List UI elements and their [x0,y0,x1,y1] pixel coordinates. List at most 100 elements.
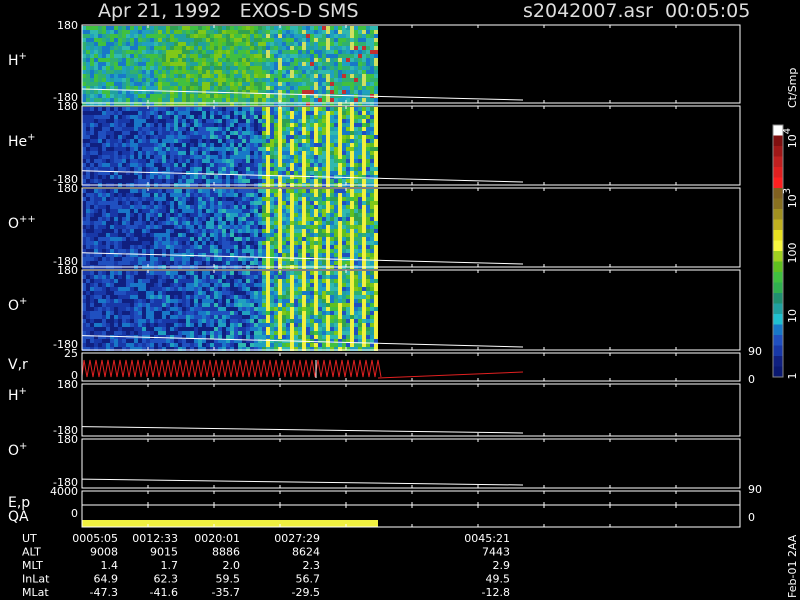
spectrogram-cell [350,175,354,179]
spectrogram-cell [250,131,254,135]
spectrogram-cell [102,299,106,303]
spectrogram-cell [142,283,146,287]
spectrogram-cell [230,26,234,30]
spectrogram-cell [110,205,114,209]
spectrogram-cell [162,98,166,102]
spectrogram-cell [142,197,146,201]
spectrogram-cell [358,233,362,237]
spectrogram-cell [306,66,310,70]
spectrogram-cell [298,225,302,229]
spectrogram-cell [158,175,162,179]
spectrogram-cell [154,221,158,225]
spectrogram-cell [342,249,346,253]
spectrogram-cell [138,197,142,201]
spectrogram-cell [130,299,134,303]
spectrogram-cell [126,86,130,90]
spectrogram-cell [170,78,174,82]
spectrogram-cell [218,189,222,193]
spectrogram-cell [218,123,222,127]
spectrogram-cell [202,249,206,253]
spectrogram-cell [86,315,90,319]
spectrogram-cell [302,98,306,102]
spectrogram-cell [174,42,178,46]
spectrogram-cell [214,213,218,217]
spectrogram-cell [102,70,106,74]
spectrogram-cell [162,123,166,127]
spectrogram-cell [122,30,126,34]
spectrogram-cell [330,46,334,50]
spectrogram-cell [302,217,306,221]
spectrogram-cell [130,86,134,90]
spectrogram-cell [222,50,226,54]
spectrogram-cell [318,237,322,241]
spectrogram-cell [82,347,86,351]
spectrogram-cell [214,201,218,205]
spectrogram-cell [278,261,282,265]
spectrogram-cell [238,34,242,38]
spectrogram-cell [226,159,230,163]
spectrogram-cell [182,102,186,106]
spectrogram-cell [234,46,238,50]
spectrogram-cell [278,237,282,241]
spectrogram-cell [138,46,142,50]
spectrogram-cell [314,135,318,139]
spectrogram-cell [370,237,374,241]
spectrogram-cell [314,115,318,119]
spectrogram-cell [114,327,118,331]
spectrogram-cell [114,311,118,315]
spectrogram-cell [214,66,218,70]
spectrogram-cell [202,139,206,143]
spectrogram-cell [194,123,198,127]
spectrogram-cell [82,257,86,261]
spectrogram-cell [130,135,134,139]
spectrogram-cell [138,347,142,351]
spectrogram-cell [358,179,362,183]
spectrogram-cell [174,38,178,42]
spectrogram-cell [318,201,322,205]
spectrogram-cell [290,115,294,119]
spectrogram-cell [110,217,114,221]
spectrogram-cell [250,66,254,70]
spectrogram-cell [234,111,238,115]
spectrogram-cell [154,94,158,98]
spectrogram-cell [266,38,270,42]
spectrogram-cell [106,107,110,111]
spectrogram-cell [342,102,346,106]
spectrogram-cell [298,179,302,183]
spectrogram-cell [142,253,146,257]
spectrogram-cell [318,159,322,163]
spectrogram-cell [110,253,114,257]
spectrogram-cell [282,167,286,171]
spectrogram-cell [302,241,306,245]
spectrogram-cell [186,167,190,171]
spectrogram-cell [242,38,246,42]
spectrogram-cell [146,303,150,307]
spectrogram-cell [118,189,122,193]
spectrogram-cell [130,143,134,147]
spectrogram-cell [134,283,138,287]
spectrogram-cell [102,197,106,201]
spectrogram-cell [330,34,334,38]
spectrogram-cell [374,143,378,147]
spectrogram-cell [162,209,166,213]
spectrogram-cell [178,233,182,237]
spectrogram-cell [330,86,334,90]
spectrogram-cell [130,213,134,217]
spectrogram-cell [202,50,206,54]
spectrogram-cell [170,115,174,119]
spectrogram-cell [326,159,330,163]
spectrogram-cell [90,147,94,151]
spectrogram-cell [298,86,302,90]
spectrogram-cell [170,163,174,167]
spectrogram-cell [190,151,194,155]
spectrogram-cell [126,225,130,229]
spectrogram-cell [114,241,118,245]
spectrogram-cell [298,147,302,151]
spectrogram-cell [350,135,354,139]
spectrogram-cell [270,151,274,155]
spectrogram-cell [282,229,286,233]
spectrogram-cell [150,58,154,62]
spectrogram-cell [310,245,314,249]
spectrogram-cell [174,261,178,265]
spectrogram-cell [138,38,142,42]
